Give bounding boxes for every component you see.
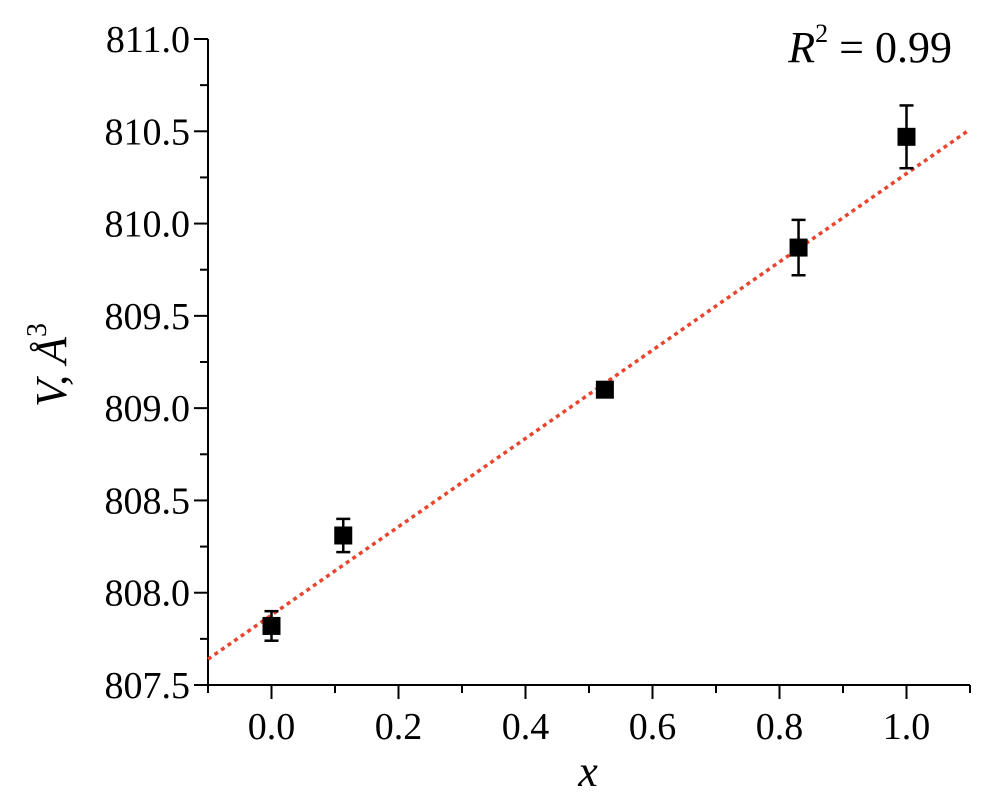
x-tick-label: 0.2 [375,706,423,748]
y-tick-label: 810.0 [105,204,191,246]
y-axis-title-superscript: 3 [22,323,53,337]
data-point [897,104,916,170]
square-marker [897,127,916,146]
y-tick-label: 809.0 [105,388,191,430]
x-tick-label: 0.4 [502,706,550,748]
y-axis-title: V, Å3 [22,323,76,407]
square-marker [789,238,808,257]
data-points-group [262,104,916,642]
x-tick-label: 0.8 [756,706,804,748]
y-axis-title-group: V, Å3 [22,323,76,407]
data-point [789,218,808,277]
y-tick-label: 808.0 [105,573,191,615]
data-point [595,380,614,399]
x-tick-label: 0.6 [629,706,677,748]
y-tick-label: 807.5 [105,665,191,707]
r-symbol: R [787,23,815,72]
fit-line [207,128,971,661]
y-tick-label: 808.5 [105,480,191,522]
square-marker [334,526,353,545]
x-tick-label: 1.0 [883,706,931,748]
x-axis: 0.0 0.2 0.4 0.6 0.8 1.0 [207,684,971,748]
square-marker [595,380,614,399]
r-squared-annotation: R2 = 0.99 [787,19,952,72]
y-tick-label: 809.5 [105,296,191,338]
y-tick-label: 810.5 [105,111,191,153]
fit-line-group [207,128,971,661]
y-axis: 807.5 808.0 808.5 809.0 809.5 810.0 810.5 811.0 [105,19,209,707]
x-axis-title: x [577,747,598,796]
x-tick-label: 0.0 [248,706,296,748]
y-tick-label: 811.0 [106,19,190,61]
y-axis-title-text: V, Å [27,336,76,407]
square-marker [262,616,281,635]
r-superscript: 2 [815,19,828,48]
data-point [334,517,353,554]
r-squared-value: = 0.99 [828,23,952,72]
data-point [262,609,281,642]
